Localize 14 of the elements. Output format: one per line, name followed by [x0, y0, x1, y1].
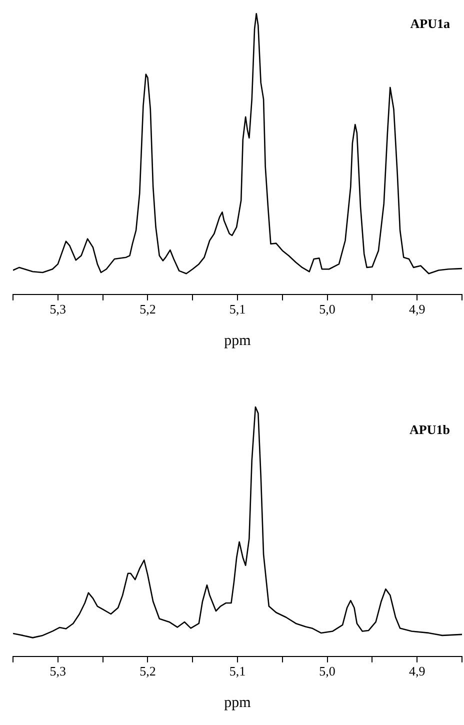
text: APU1a — [410, 16, 450, 31]
x-tick-label: 5,1 — [229, 302, 246, 317]
x-axis-title: ppm — [224, 694, 252, 711]
x-tick-label: 5,1 — [229, 664, 246, 679]
x-tick-label: 5,3 — [50, 302, 66, 317]
x-tick-label: 5,3 — [50, 664, 66, 679]
text: APU1b — [410, 422, 450, 437]
x-axis-title: ppm — [224, 332, 252, 349]
x-tick-label: 5,0 — [319, 302, 336, 317]
x-tick-label: 4,9 — [408, 664, 426, 679]
x-tick-label: 4,9 — [408, 302, 426, 317]
x-tick-label: 5,2 — [140, 664, 156, 679]
x-tick-label: 5,0 — [319, 664, 336, 679]
x-tick-label: 5,2 — [140, 302, 156, 317]
